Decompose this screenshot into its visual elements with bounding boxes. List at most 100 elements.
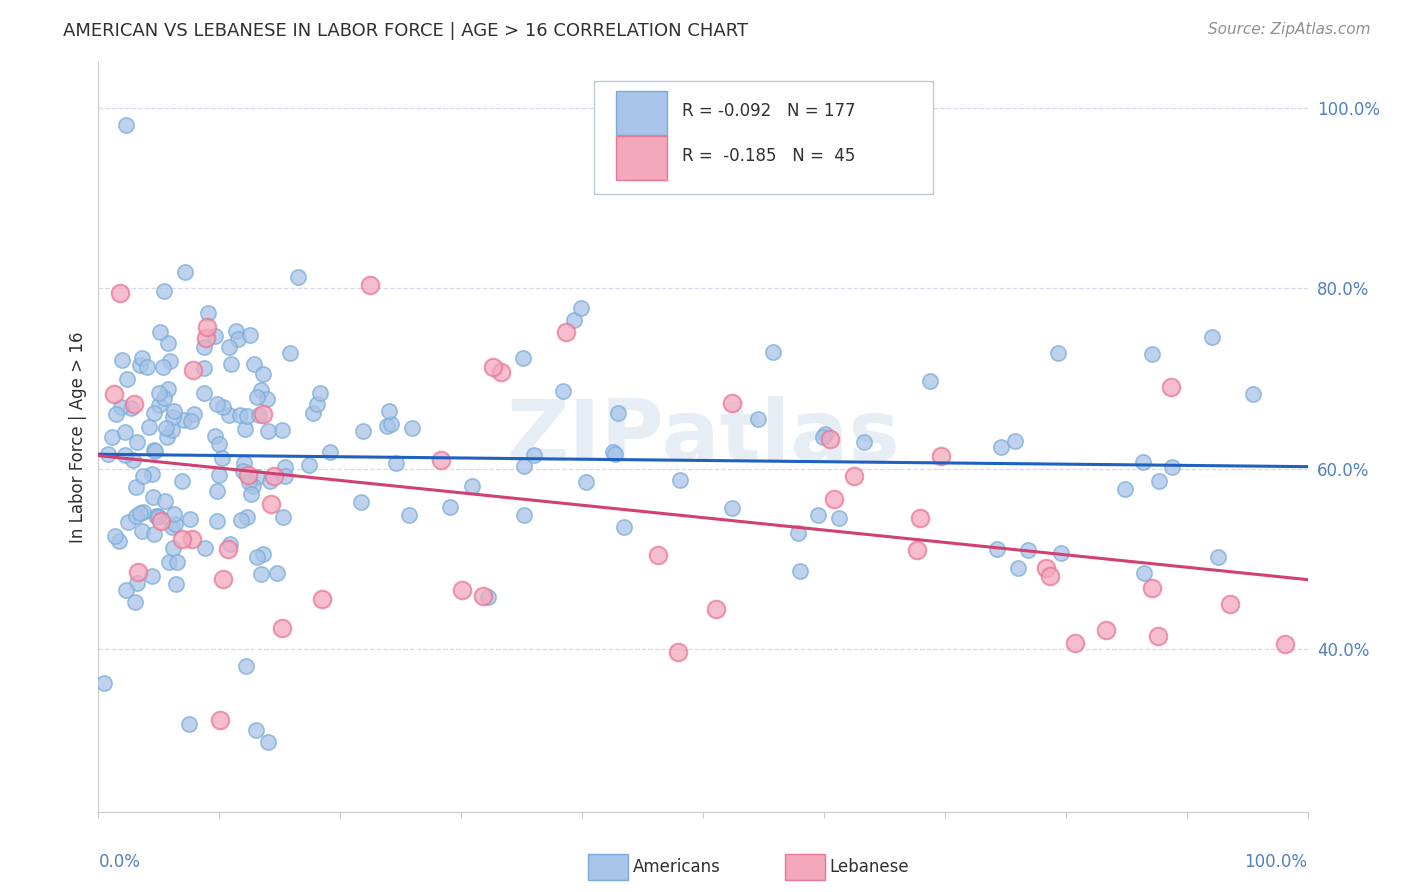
Point bbox=[218, 537, 240, 551]
Point bbox=[460, 479, 482, 493]
Point bbox=[159, 354, 181, 368]
Text: AMERICAN VS LEBANESE IN LABOR FORCE | AGE > 16 CORRELATION CHART: AMERICAN VS LEBANESE IN LABOR FORCE | AG… bbox=[63, 22, 748, 40]
Point bbox=[523, 448, 546, 462]
Point bbox=[124, 595, 146, 609]
Point bbox=[193, 386, 215, 401]
Point bbox=[574, 475, 596, 490]
Point bbox=[236, 509, 259, 524]
Point bbox=[252, 368, 274, 382]
Point bbox=[844, 469, 866, 483]
Point bbox=[193, 340, 215, 354]
Point bbox=[472, 589, 495, 603]
Point bbox=[107, 533, 129, 548]
Text: Lebanese: Lebanese bbox=[830, 858, 910, 876]
Point bbox=[211, 451, 233, 466]
Point bbox=[181, 362, 204, 376]
Point bbox=[238, 475, 260, 489]
Point bbox=[124, 509, 146, 524]
Point bbox=[141, 467, 163, 481]
Point bbox=[1095, 623, 1118, 637]
Point bbox=[905, 543, 928, 558]
Point bbox=[160, 519, 183, 533]
Point bbox=[218, 340, 240, 354]
Point bbox=[115, 118, 138, 132]
Point bbox=[117, 515, 139, 529]
Point bbox=[229, 513, 252, 527]
Point bbox=[266, 566, 288, 580]
Point bbox=[512, 351, 534, 366]
Text: 0.0%: 0.0% bbox=[98, 853, 141, 871]
Text: ZIPatlas: ZIPatlas bbox=[506, 395, 900, 479]
Point bbox=[115, 582, 138, 597]
Point bbox=[613, 520, 636, 534]
Point bbox=[233, 422, 256, 436]
Point bbox=[211, 400, 233, 414]
Point bbox=[232, 464, 254, 478]
Point bbox=[114, 449, 136, 463]
Point bbox=[1241, 387, 1264, 401]
Point bbox=[127, 565, 149, 579]
Point bbox=[226, 332, 249, 346]
Point bbox=[820, 432, 842, 446]
Point bbox=[551, 384, 574, 398]
Point bbox=[173, 265, 195, 279]
Point bbox=[1017, 542, 1039, 557]
Point bbox=[239, 328, 262, 343]
Point bbox=[170, 474, 193, 488]
Point bbox=[249, 567, 271, 582]
Point bbox=[377, 404, 399, 418]
Point bbox=[439, 500, 461, 514]
Text: R = -0.092   N = 177: R = -0.092 N = 177 bbox=[682, 103, 856, 120]
Point bbox=[477, 591, 499, 605]
Text: Americans: Americans bbox=[633, 858, 721, 876]
Point bbox=[132, 505, 155, 519]
Point bbox=[111, 353, 134, 368]
Point bbox=[163, 508, 186, 522]
Point bbox=[145, 509, 167, 524]
Point bbox=[259, 474, 281, 488]
Point bbox=[918, 374, 941, 388]
Point bbox=[153, 285, 176, 299]
Point bbox=[165, 516, 187, 531]
Point bbox=[204, 329, 226, 343]
Point bbox=[375, 419, 398, 434]
Point bbox=[97, 447, 120, 461]
Point bbox=[271, 423, 294, 437]
Point bbox=[236, 409, 259, 423]
Point bbox=[986, 541, 1008, 556]
Point bbox=[246, 550, 269, 565]
Point bbox=[1049, 545, 1071, 559]
Point bbox=[243, 357, 266, 371]
Point bbox=[247, 408, 270, 422]
Point bbox=[564, 313, 586, 327]
Point bbox=[142, 442, 165, 457]
Point bbox=[350, 495, 373, 509]
Point bbox=[1035, 561, 1057, 575]
Point bbox=[298, 458, 321, 472]
Point bbox=[257, 735, 280, 749]
Point bbox=[1114, 482, 1136, 496]
Point bbox=[170, 532, 193, 546]
Point bbox=[274, 469, 297, 483]
Point bbox=[232, 456, 254, 470]
Point bbox=[162, 410, 184, 425]
Point bbox=[1219, 597, 1241, 611]
Point bbox=[183, 407, 205, 421]
Point bbox=[1046, 346, 1069, 360]
Point bbox=[263, 468, 285, 483]
Point bbox=[207, 514, 229, 528]
Point bbox=[1201, 330, 1223, 344]
Point bbox=[1140, 347, 1163, 361]
Point bbox=[110, 400, 132, 414]
Point bbox=[380, 417, 402, 431]
Point bbox=[398, 508, 420, 522]
Point bbox=[513, 508, 536, 523]
Point bbox=[122, 453, 145, 467]
Point bbox=[513, 458, 536, 473]
Point bbox=[157, 555, 180, 569]
Point bbox=[352, 424, 374, 438]
Point bbox=[180, 414, 202, 428]
Point bbox=[114, 425, 136, 439]
Point bbox=[359, 277, 381, 292]
Point bbox=[1004, 434, 1026, 448]
